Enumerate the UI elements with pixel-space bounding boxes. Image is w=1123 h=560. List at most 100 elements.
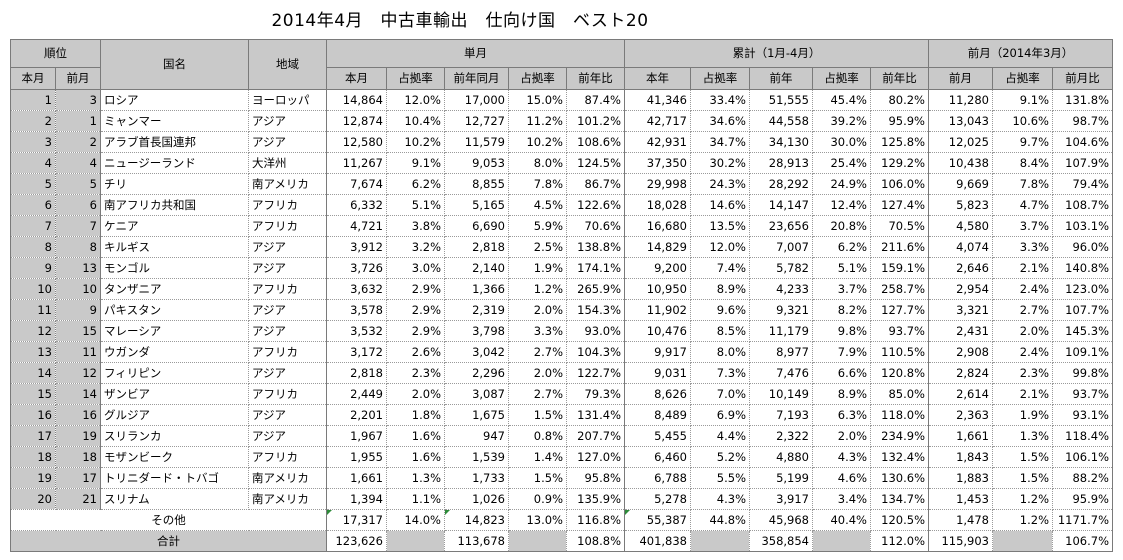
monthly-share-cell[interactable]: 10.4% <box>386 110 445 132</box>
monthly-share-cell[interactable]: 2.9% <box>386 278 445 300</box>
cumulative-share-cell[interactable]: 30.2% <box>690 152 750 174</box>
prev-month-cell[interactable]: 1,883 <box>928 467 993 489</box>
country-cell[interactable]: パキスタン <box>100 299 249 321</box>
rank-cell[interactable]: 5 <box>10 173 56 195</box>
monthly-ly-share-cell[interactable]: 10.2% <box>508 131 567 153</box>
monthly-share-cell[interactable]: 2.3% <box>386 362 445 384</box>
country-cell[interactable]: スリナム <box>100 488 249 510</box>
prev-rank-cell[interactable]: 10 <box>55 278 101 300</box>
cumulative-ly-share-cell[interactable]: 7.9% <box>812 341 871 363</box>
monthly-yoy-cell[interactable]: 135.9% <box>566 488 625 510</box>
other-c-ly[interactable]: 45,968 <box>749 509 813 531</box>
country-cell[interactable]: チリ <box>100 173 249 195</box>
monthly-ly-share-cell[interactable]: 1.4% <box>508 446 567 468</box>
rank-cell[interactable]: 4 <box>10 152 56 174</box>
rank-cell[interactable]: 20 <box>10 488 56 510</box>
prev-rank-cell[interactable]: 14 <box>55 383 101 405</box>
monthly-ly-cell[interactable]: 11,579 <box>444 131 509 153</box>
monthly-cur-cell[interactable]: 2,449 <box>326 383 387 405</box>
prev-month-ratio-cell[interactable]: 96.0% <box>1052 236 1113 258</box>
region-cell[interactable]: アジア <box>248 110 327 132</box>
other-c-cur[interactable]: 55,387 <box>624 509 691 531</box>
cumulative-cur-cell[interactable]: 6,788 <box>624 467 691 489</box>
rank-cell[interactable]: 13 <box>10 341 56 363</box>
prev-rank-cell[interactable]: 21 <box>55 488 101 510</box>
region-cell[interactable]: アフリカ <box>248 278 327 300</box>
prev-month-cell[interactable]: 2,614 <box>928 383 993 405</box>
cumulative-ly-cell[interactable]: 34,130 <box>749 131 813 153</box>
cumulative-share-cell[interactable]: 12.0% <box>690 236 750 258</box>
prev-month-share-cell[interactable]: 2.1% <box>992 257 1053 279</box>
monthly-cur-cell[interactable]: 3,632 <box>326 278 387 300</box>
region-cell[interactable]: 南アメリカ <box>248 467 327 489</box>
monthly-ly-share-cell[interactable]: 2.5% <box>508 236 567 258</box>
cumulative-yoy-cell[interactable]: 159.1% <box>870 257 929 279</box>
prev-month-cell[interactable]: 4,580 <box>928 215 993 237</box>
other-c-ly-share[interactable]: 40.4% <box>812 509 871 531</box>
country-cell[interactable]: ウガンダ <box>100 341 249 363</box>
cumulative-cur-cell[interactable]: 5,278 <box>624 488 691 510</box>
country-cell[interactable]: グルジア <box>100 404 249 426</box>
monthly-ly-cell[interactable]: 2,319 <box>444 299 509 321</box>
cumulative-share-cell[interactable]: 4.3% <box>690 488 750 510</box>
prev-month-share-cell[interactable]: 1.2% <box>992 488 1053 510</box>
cumulative-ly-share-cell[interactable]: 12.4% <box>812 194 871 216</box>
monthly-ly-cell[interactable]: 1,733 <box>444 467 509 489</box>
cumulative-ly-share-cell[interactable]: 20.8% <box>812 215 871 237</box>
cumulative-share-cell[interactable]: 8.0% <box>690 341 750 363</box>
prev-month-share-cell[interactable]: 8.4% <box>992 152 1053 174</box>
monthly-yoy-cell[interactable]: 95.8% <box>566 467 625 489</box>
cumulative-ly-share-cell[interactable]: 4.3% <box>812 446 871 468</box>
monthly-ly-share-cell[interactable]: 7.8% <box>508 173 567 195</box>
monthly-yoy-cell[interactable]: 70.6% <box>566 215 625 237</box>
monthly-yoy-cell[interactable]: 104.3% <box>566 341 625 363</box>
monthly-share-cell[interactable]: 3.2% <box>386 236 445 258</box>
monthly-ly-share-cell[interactable]: 2.0% <box>508 299 567 321</box>
total-m-share-empty[interactable] <box>386 530 445 552</box>
prev-rank-cell[interactable]: 9 <box>55 299 101 321</box>
monthly-cur-cell[interactable]: 1,967 <box>326 425 387 447</box>
monthly-ly-share-cell[interactable]: 4.5% <box>508 194 567 216</box>
monthly-yoy-cell[interactable]: 124.5% <box>566 152 625 174</box>
prev-month-share-cell[interactable]: 2.7% <box>992 299 1053 321</box>
cumulative-share-cell[interactable]: 14.6% <box>690 194 750 216</box>
prev-month-cell[interactable]: 3,321 <box>928 299 993 321</box>
region-cell[interactable]: アフリカ <box>248 194 327 216</box>
prev-month-share-cell[interactable]: 1.3% <box>992 425 1053 447</box>
cumulative-yoy-cell[interactable]: 70.5% <box>870 215 929 237</box>
rank-cell[interactable]: 6 <box>10 194 56 216</box>
region-cell[interactable]: アフリカ <box>248 446 327 468</box>
monthly-share-cell[interactable]: 2.6% <box>386 341 445 363</box>
cumulative-cur-cell[interactable]: 6,460 <box>624 446 691 468</box>
prev-month-ratio-cell[interactable]: 108.7% <box>1052 194 1113 216</box>
monthly-share-cell[interactable]: 6.2% <box>386 173 445 195</box>
other-c-share[interactable]: 44.8% <box>690 509 750 531</box>
rank-cell[interactable]: 16 <box>10 404 56 426</box>
country-cell[interactable]: ミャンマー <box>100 110 249 132</box>
monthly-ly-share-cell[interactable]: 0.9% <box>508 488 567 510</box>
total-c-ly[interactable]: 358,854 <box>749 530 813 552</box>
cumulative-ly-cell[interactable]: 4,233 <box>749 278 813 300</box>
prev-month-ratio-cell[interactable]: 109.1% <box>1052 341 1113 363</box>
cumulative-yoy-cell[interactable]: 110.5% <box>870 341 929 363</box>
cumulative-ly-share-cell[interactable]: 30.0% <box>812 131 871 153</box>
monthly-yoy-cell[interactable]: 101.2% <box>566 110 625 132</box>
monthly-share-cell[interactable]: 9.1% <box>386 152 445 174</box>
prev-month-share-cell[interactable]: 10.6% <box>992 110 1053 132</box>
monthly-cur-cell[interactable]: 4,721 <box>326 215 387 237</box>
monthly-share-cell[interactable]: 2.0% <box>386 383 445 405</box>
country-cell[interactable]: フィリピン <box>100 362 249 384</box>
prev-month-ratio-cell[interactable]: 106.1% <box>1052 446 1113 468</box>
region-cell[interactable]: アフリカ <box>248 383 327 405</box>
cumulative-ly-cell[interactable]: 7,193 <box>749 404 813 426</box>
country-cell[interactable]: トリニダード・トバゴ <box>100 467 249 489</box>
region-cell[interactable]: アフリカ <box>248 215 327 237</box>
cumulative-share-cell[interactable]: 6.9% <box>690 404 750 426</box>
prev-month-share-cell[interactable]: 3.7% <box>992 215 1053 237</box>
prev-month-ratio-cell[interactable]: 93.1% <box>1052 404 1113 426</box>
monthly-cur-cell[interactable]: 11,267 <box>326 152 387 174</box>
cumulative-cur-cell[interactable]: 10,476 <box>624 320 691 342</box>
prev-month-share-cell[interactable]: 1.9% <box>992 404 1053 426</box>
monthly-share-cell[interactable]: 2.9% <box>386 320 445 342</box>
prev-month-ratio-cell[interactable]: 140.8% <box>1052 257 1113 279</box>
